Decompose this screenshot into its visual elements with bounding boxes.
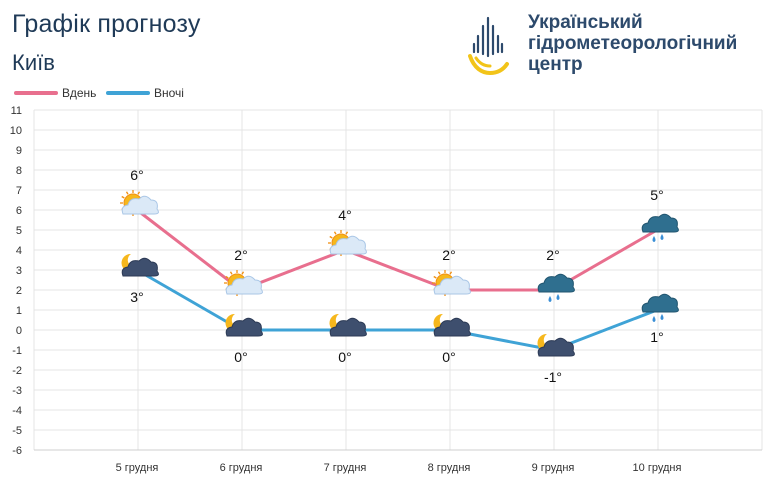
sun-ray [137, 191, 141, 195]
drop-logo-icon [468, 16, 509, 76]
data-label-night: 0° [338, 349, 351, 365]
y-tick-label: 9 [16, 145, 22, 157]
y-tick-label: -4 [12, 405, 22, 417]
data-label-day: 2° [546, 247, 559, 263]
logo-line-1: Український [528, 12, 643, 33]
cloud-shape [329, 235, 367, 255]
data-label-day: 5° [650, 187, 663, 203]
legend-swatch-day [14, 90, 58, 95]
moon-cloud-icon [433, 313, 471, 337]
y-tick-label: 0 [16, 325, 22, 337]
sun-cloud-icon [328, 230, 367, 256]
grid [33, 109, 763, 451]
data-label-night: 1° [650, 329, 663, 345]
cloud-shape [225, 275, 263, 295]
y-tick-label: 7 [16, 185, 22, 197]
rain-drop [660, 314, 664, 320]
data-label-day: 2° [234, 247, 247, 263]
y-tick-label: 6 [16, 205, 22, 217]
sun-cloud-icon [224, 270, 263, 296]
y-tick-label: 2 [16, 285, 22, 297]
legend-swatch-night [106, 90, 150, 95]
y-tick-label: -6 [12, 445, 22, 457]
cloud-shape [641, 213, 679, 233]
data-label-night: -1° [544, 369, 562, 385]
sun-ray [449, 271, 453, 275]
sun-ray [433, 275, 437, 279]
page-title: Графік прогнозу [12, 10, 201, 38]
sun-ray [329, 235, 333, 239]
sun-ray [125, 191, 129, 195]
cloud-shape [121, 195, 159, 215]
sun-ray [121, 195, 125, 199]
data-label-day: 6° [130, 167, 143, 183]
x-tick-label: 10 грудня [633, 462, 682, 474]
legend-item-day[interactable]: Вдень [14, 86, 96, 102]
rain-cloud-icon [641, 293, 679, 322]
sun-ray [333, 231, 337, 235]
x-tick-label: 5 грудня [116, 462, 159, 474]
sun-ray [225, 275, 229, 279]
y-tick-label: 3 [16, 265, 22, 277]
moon-cloud-icon [225, 313, 263, 337]
cloud-shape [537, 273, 575, 293]
rain-drop [652, 316, 656, 322]
rain-cloud-icon [537, 273, 575, 302]
y-tick-label: -2 [12, 365, 22, 377]
cloud-shape [433, 317, 471, 337]
moon-cloud-icon [329, 313, 367, 337]
y-tick-label: -3 [12, 385, 22, 397]
rain-drop [660, 234, 664, 240]
y-tick-label: 4 [16, 245, 22, 257]
data-label-night: 3° [130, 289, 143, 305]
sun-ray [345, 231, 349, 235]
legend-label-day: Вдень [62, 86, 97, 100]
y-tick-label: 10 [10, 125, 22, 137]
moon-cloud-icon [121, 253, 159, 277]
sun-cloud-icon [432, 270, 471, 296]
logo-line-3: центр [528, 54, 583, 75]
cloud-shape [641, 293, 679, 313]
cloud-shape [433, 275, 471, 295]
x-tick-label: 6 грудня [220, 462, 263, 474]
sun-ray [437, 271, 441, 275]
data-label-day: 2° [442, 247, 455, 263]
x-tick-label: 9 грудня [532, 462, 575, 474]
rain-drop [556, 294, 560, 300]
y-tick-label: -1 [12, 345, 22, 357]
sun-ray [229, 271, 233, 275]
cloud-shape [121, 257, 159, 277]
data-label-night: 0° [442, 349, 455, 365]
cloud-shape [537, 337, 575, 357]
cloud-shape [329, 317, 367, 337]
logo-line-2: гідрометеорологічний [528, 33, 738, 54]
data-label-day: 4° [338, 207, 351, 223]
y-tick-label: 11 [11, 105, 22, 117]
legend-label-night: Вночі [154, 86, 184, 100]
y-tick-label: 1 [16, 305, 22, 317]
y-tick-label: -5 [12, 425, 22, 437]
city-name: Київ [12, 50, 55, 75]
x-tick-label: 8 грудня [428, 462, 471, 474]
x-tick-label: 7 грудня [324, 462, 367, 474]
rain-drop [652, 236, 656, 242]
rain-cloud-icon [641, 213, 679, 242]
sun-cloud-icon [120, 190, 159, 216]
logo: Український гідрометеорологічний центр [466, 12, 766, 76]
sun-ray [241, 271, 245, 275]
moon-cloud-icon [537, 333, 575, 357]
y-tick-label: 8 [16, 165, 22, 177]
data-label-night: 0° [234, 349, 247, 365]
rain-drop [548, 296, 552, 302]
y-tick-label: 5 [16, 225, 22, 237]
cloud-shape [225, 317, 263, 337]
legend-item-night[interactable]: Вночі [106, 86, 184, 102]
